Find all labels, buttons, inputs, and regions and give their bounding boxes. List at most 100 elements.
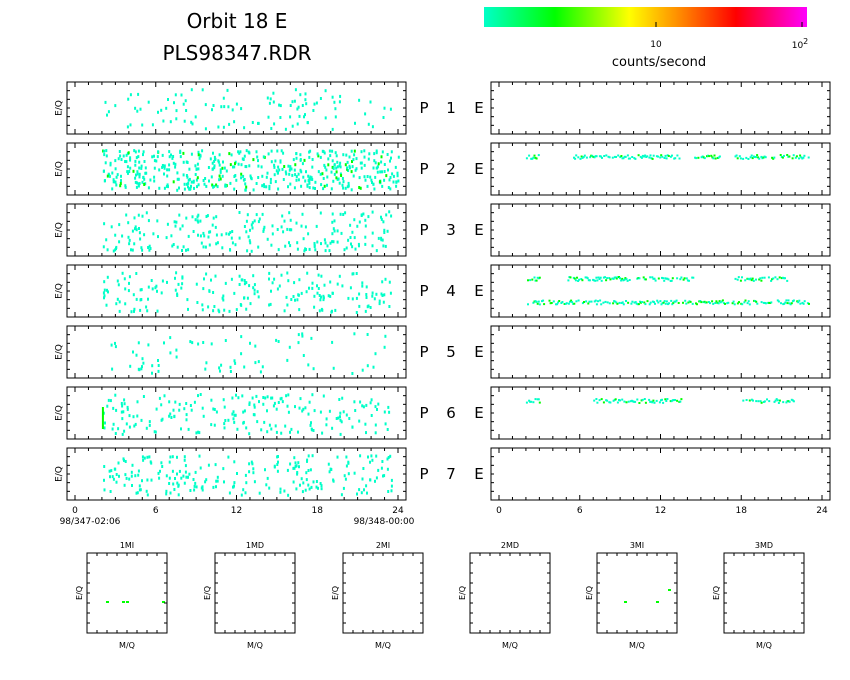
- data-cell: [387, 456, 390, 459]
- data-cell: [238, 274, 241, 278]
- band-cell: [611, 156, 614, 159]
- data-cell: [262, 402, 265, 406]
- band-cell: [579, 157, 582, 160]
- data-cell: [189, 340, 192, 344]
- data-cell: [257, 360, 260, 364]
- data-cell: [265, 483, 268, 487]
- band-cell: [614, 398, 617, 401]
- data-cell: [212, 485, 215, 489]
- data-cell: [323, 238, 326, 242]
- data-cell: [175, 271, 178, 275]
- data-cell: [299, 397, 302, 401]
- data-cell: [213, 408, 216, 411]
- band-cell: [757, 400, 760, 403]
- data-cell: [165, 492, 168, 496]
- band-cell: [682, 278, 685, 281]
- data-cell: [253, 480, 256, 484]
- data-cell: [171, 244, 174, 248]
- band-cell: [701, 155, 704, 158]
- band-cell: [654, 302, 656, 305]
- data-cell: [329, 241, 332, 245]
- data-cell: [165, 106, 168, 110]
- band-cell: [792, 299, 795, 302]
- data-cell: [243, 282, 246, 286]
- band-cell: [684, 299, 687, 302]
- band-cell: [739, 157, 742, 160]
- data-cell: [285, 172, 288, 176]
- data-cell: [127, 235, 130, 239]
- data-cell: [146, 309, 149, 313]
- data-cell: [136, 414, 139, 418]
- data-cell: [204, 245, 207, 249]
- data-cell: [355, 167, 358, 171]
- data-cell: [182, 151, 185, 155]
- band-cell: [538, 276, 541, 279]
- bottom-panels: 1MIM/QE/Q1MDM/QE/Q2MIM/QE/Q2MDM/QE/Q3MIM…: [75, 541, 805, 650]
- row-label-e: E: [474, 404, 483, 422]
- band-cell: [712, 157, 715, 160]
- data-cell: [307, 412, 310, 416]
- data-cell: [181, 275, 184, 279]
- data-cell: [245, 219, 248, 223]
- band-cell: [570, 299, 573, 302]
- data-cell: [308, 155, 311, 159]
- data-cell: [228, 122, 231, 126]
- data-cell: [245, 281, 248, 285]
- data-cell: [191, 215, 194, 219]
- right-panel-row-7: [490, 447, 831, 501]
- data-cell: [218, 153, 221, 157]
- data-cell: [381, 460, 384, 463]
- data-cell: [385, 213, 388, 217]
- band-cell: [762, 401, 765, 403]
- data-cell: [353, 332, 356, 336]
- data-cell: [366, 491, 368, 495]
- data-cell: [123, 483, 126, 487]
- data-cell: [103, 149, 106, 153]
- data-cell: [373, 297, 376, 301]
- data-cell: [282, 178, 285, 181]
- data-cell: [109, 490, 112, 493]
- band-cell: [788, 302, 791, 305]
- band-cell: [759, 400, 762, 403]
- data-cell: [183, 481, 186, 485]
- data-cell: [185, 216, 188, 220]
- data-cell: [189, 187, 192, 191]
- data-cell: [297, 293, 300, 297]
- data-cell: [252, 286, 255, 290]
- band-cell: [795, 155, 798, 158]
- data-cell: [377, 162, 380, 166]
- data-cell: [148, 455, 151, 459]
- data-cell: [130, 310, 133, 314]
- band-cell: [767, 301, 770, 304]
- band-cell: [663, 279, 666, 282]
- data-cell: [240, 278, 243, 282]
- data-cell: [225, 232, 228, 236]
- data-cell: [232, 417, 235, 421]
- data-cell: [240, 335, 243, 339]
- band-cell: [755, 278, 757, 281]
- band-cell: [590, 154, 593, 157]
- data-cell: [389, 107, 392, 111]
- band-cell: [781, 156, 784, 159]
- band-cell: [623, 155, 626, 158]
- band-cell: [538, 401, 541, 404]
- data-cell: [346, 185, 349, 189]
- band-cell: [569, 300, 571, 303]
- data-cell: [234, 243, 237, 247]
- data-cell: [328, 409, 331, 413]
- data-cell: [233, 120, 236, 124]
- data-cell: [374, 423, 377, 427]
- data-cell: [124, 185, 127, 189]
- data-cell: [214, 463, 217, 467]
- band-cell: [649, 154, 652, 157]
- data-cell: [138, 484, 141, 488]
- data-cell: [347, 169, 350, 172]
- band-cell: [532, 401, 535, 404]
- data-cell: [201, 303, 204, 307]
- data-cell: [306, 121, 309, 125]
- band-cell: [637, 303, 640, 306]
- data-cell: [107, 290, 109, 294]
- data-cell: [231, 230, 234, 233]
- data-cell: [157, 359, 159, 362]
- data-cell: [171, 455, 174, 459]
